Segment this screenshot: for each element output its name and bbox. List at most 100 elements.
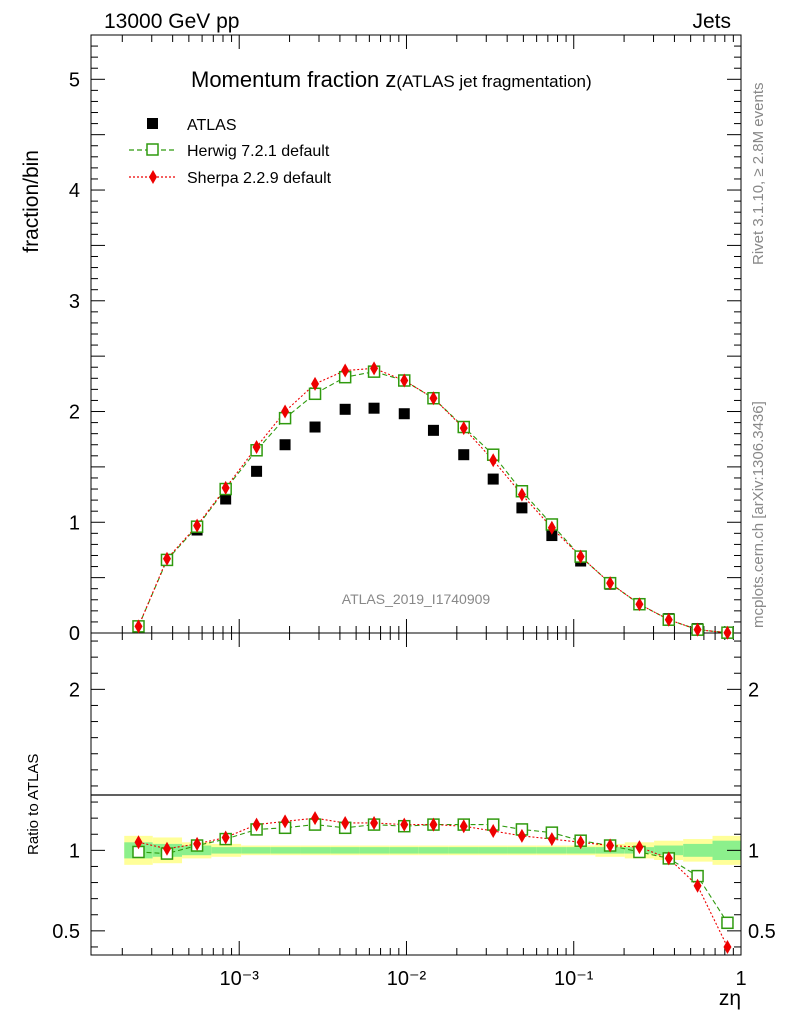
stat-band-bin xyxy=(211,847,242,854)
x-axis-label: zη xyxy=(719,987,741,1010)
sherpa-ratio-point xyxy=(576,835,585,850)
stat-band-bin xyxy=(389,847,419,854)
atlas-point xyxy=(279,439,291,451)
sherpa-point xyxy=(489,453,498,468)
sherpa-point xyxy=(459,421,468,436)
atlas-point xyxy=(220,493,232,505)
sherpa-ratio-point xyxy=(429,817,438,832)
atlas-point xyxy=(251,465,263,477)
sherpa-ratio-point xyxy=(693,878,702,893)
atlas-point xyxy=(368,402,380,414)
legend-label-sherpa: Sherpa 2.2.9 default xyxy=(187,170,332,187)
sherpa-ratio-point xyxy=(134,835,143,850)
atlas-point xyxy=(487,473,499,485)
sherpa-ratio-point xyxy=(547,832,556,847)
sherpa-point xyxy=(311,376,320,391)
sherpa-ratio-point xyxy=(400,817,409,832)
x-tick-label: 10⁻³ xyxy=(219,968,259,990)
stat-band-bin xyxy=(683,843,713,857)
sherpa-point xyxy=(429,391,438,406)
sherpa-ratio-point xyxy=(341,815,350,830)
sherpa-point xyxy=(635,597,644,612)
y-tick-label: 2 xyxy=(69,402,80,424)
herwig-ratio-point xyxy=(721,916,734,930)
sherpa-ratio-point xyxy=(281,814,290,829)
sherpa-point xyxy=(134,619,143,634)
ratio-tick-label-right: 2 xyxy=(748,679,759,701)
stat-band-bin xyxy=(478,847,508,854)
sherpa-ratio-point xyxy=(723,939,732,954)
sherpa-point xyxy=(281,404,290,419)
legend-label-atlas: ATLAS xyxy=(187,117,237,134)
y-tick-label: 0 xyxy=(69,623,80,645)
sherpa-ratio-point xyxy=(221,830,230,845)
legend: ATLAS Herwig 7.2.1 default Sherpa 2.2.9 … xyxy=(129,117,332,187)
header-left: 13000 GeV pp xyxy=(104,10,239,33)
sherpa-ratio-point xyxy=(489,824,498,839)
ratio-plot-frame xyxy=(90,632,742,956)
x-tick-label: 10⁻² xyxy=(387,968,427,990)
sherpa-point xyxy=(370,361,379,376)
stat-band-bin xyxy=(330,847,360,854)
atlas-point xyxy=(398,408,410,420)
ratio-tick-label-right: 0.5 xyxy=(748,921,776,943)
atlas-point xyxy=(427,424,439,436)
y-tick-label: 4 xyxy=(69,180,80,202)
sherpa-point xyxy=(693,622,702,637)
sherpa-ratio-point xyxy=(162,841,171,856)
ratio-tick-label-left: 1 xyxy=(69,840,80,862)
ratio-tick-label-left: 2 xyxy=(69,679,80,701)
stat-band-bin xyxy=(712,840,741,861)
sherpa-ratio-point xyxy=(635,840,644,855)
stat-band-bin xyxy=(418,847,449,854)
sherpa-ratio-point xyxy=(370,815,379,830)
stat-band-bin xyxy=(448,847,479,854)
chart-title: Momentum fraction z(ATLAS jet fragmentat… xyxy=(191,67,592,92)
stat-band-bin xyxy=(507,847,537,854)
sherpa-point xyxy=(517,487,526,502)
sherpa-point xyxy=(221,480,230,495)
sherpa-point xyxy=(341,363,350,378)
sherpa-point xyxy=(252,439,261,454)
atlas-point xyxy=(546,530,558,542)
atlas-point xyxy=(458,449,470,461)
atlas-point xyxy=(309,421,321,433)
stat-band-bin xyxy=(241,847,271,854)
ratio-y-axis-label: Ratio to ATLAS xyxy=(25,754,42,855)
ratio-tick-label-right: 1 xyxy=(748,840,759,862)
watermark: ATLAS_2019_I1740909 xyxy=(342,591,491,607)
sherpa-ratio-point xyxy=(664,851,673,866)
legend-marker-atlas xyxy=(147,118,158,129)
atlas-point xyxy=(339,403,351,415)
y-tick-label: 5 xyxy=(69,69,80,91)
sherpa-ratio-point xyxy=(606,838,615,853)
x-tick-label: 1 xyxy=(735,968,746,990)
x-tick-label: 10⁻¹ xyxy=(554,968,594,990)
stat-band-bin xyxy=(566,847,596,854)
data-series xyxy=(132,361,734,954)
stat-band-bin xyxy=(300,847,331,854)
chart-title-sub: (ATLAS jet fragmentation) xyxy=(396,72,591,91)
tick-labels: 10⁻³ 10⁻² 10⁻¹ 1 0 1 2 3 4 5 0.5 0.5 1 1 2 2 xyxy=(52,69,776,990)
chart-title-main: Momentum fraction z xyxy=(191,67,396,92)
stat-band-bin xyxy=(359,847,390,854)
legend-label-herwig: Herwig 7.2.1 default xyxy=(187,143,330,160)
sherpa-point xyxy=(664,612,673,627)
ratio-tick-label-left: 0.5 xyxy=(52,921,80,943)
stat-band-bin xyxy=(654,845,684,856)
sherpa-point xyxy=(576,549,585,564)
stat-band-bin xyxy=(270,847,301,854)
side-text-rivet: Rivet 3.1.10, ≥ 2.8M events xyxy=(750,83,767,266)
sherpa-ratio-point xyxy=(459,819,468,834)
sherpa-point xyxy=(400,373,409,388)
stat-band-bin xyxy=(536,847,567,854)
legend-marker-herwig xyxy=(146,143,159,156)
sherpa-ratio-point xyxy=(252,817,261,832)
atlas-point xyxy=(516,502,528,514)
sherpa-point xyxy=(547,520,556,535)
y-tick-label: 1 xyxy=(69,512,80,534)
sherpa-point xyxy=(162,551,171,566)
y-tick-label: 3 xyxy=(69,291,80,313)
sherpa-point xyxy=(723,625,732,640)
